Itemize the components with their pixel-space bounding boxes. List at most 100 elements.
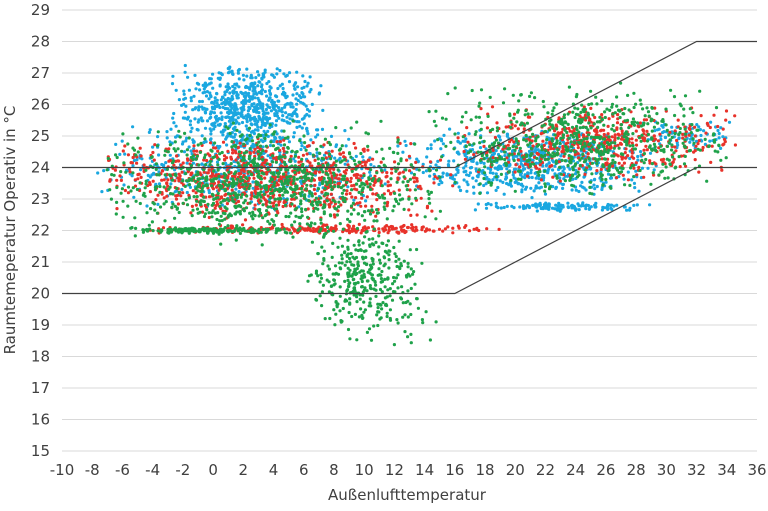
- data-point: [200, 105, 204, 109]
- data-point: [108, 188, 112, 192]
- data-point: [237, 77, 241, 81]
- data-point: [239, 205, 243, 209]
- data-point: [328, 143, 332, 147]
- data-point: [573, 172, 578, 176]
- data-point: [340, 261, 344, 265]
- data-point: [352, 183, 356, 187]
- data-point: [379, 280, 383, 284]
- data-point: [486, 166, 490, 170]
- data-point: [447, 159, 451, 163]
- data-point: [497, 164, 501, 168]
- data-point: [211, 72, 215, 76]
- data-point: [584, 203, 589, 207]
- data-point: [634, 129, 638, 133]
- data-point: [256, 208, 260, 212]
- data-point: [274, 187, 278, 192]
- data-point: [484, 147, 488, 151]
- data-point: [307, 114, 311, 118]
- data-point: [496, 206, 500, 210]
- data-point: [274, 203, 278, 207]
- data-point: [276, 99, 280, 103]
- data-point: [131, 171, 135, 175]
- data-point: [509, 125, 513, 129]
- data-point: [311, 229, 315, 233]
- data-point: [372, 324, 376, 328]
- data-point: [157, 182, 162, 186]
- data-point: [255, 135, 260, 139]
- data-point: [232, 191, 236, 195]
- data-point: [322, 235, 326, 239]
- data-point: [683, 154, 687, 158]
- data-point: [561, 140, 566, 144]
- data-point: [285, 189, 289, 193]
- data-point: [335, 173, 339, 177]
- data-point: [386, 277, 390, 281]
- data-point: [360, 316, 365, 320]
- data-point: [197, 118, 201, 122]
- data-point: [388, 146, 392, 150]
- data-point: [229, 156, 233, 160]
- data-point: [550, 112, 554, 116]
- data-point: [461, 139, 465, 143]
- series-0: [96, 63, 732, 213]
- data-point: [288, 157, 292, 161]
- data-point: [180, 187, 184, 192]
- data-point: [724, 118, 728, 122]
- data-point: [413, 142, 417, 146]
- data-point: [203, 90, 207, 94]
- data-point: [546, 171, 550, 175]
- data-point: [606, 207, 610, 211]
- data-point: [316, 133, 320, 137]
- data-point: [379, 119, 383, 123]
- data-point: [604, 161, 608, 166]
- data-point: [228, 86, 232, 90]
- data-point: [535, 156, 539, 160]
- data-point: [129, 189, 133, 193]
- data-point: [200, 210, 205, 214]
- data-point: [227, 112, 231, 116]
- data-point: [438, 175, 442, 179]
- data-point: [353, 267, 357, 271]
- data-point: [151, 150, 155, 155]
- data-point: [274, 104, 278, 108]
- data-point: [716, 124, 720, 129]
- data-point: [281, 193, 285, 197]
- data-point: [503, 154, 507, 158]
- data-point: [237, 150, 241, 154]
- data-point: [343, 129, 347, 133]
- data-point: [275, 72, 279, 76]
- data-point: [556, 134, 560, 138]
- data-point: [185, 153, 189, 157]
- data-point: [151, 145, 155, 149]
- data-point: [245, 120, 249, 124]
- data-point: [158, 205, 163, 209]
- data-point: [210, 211, 214, 215]
- data-point: [275, 114, 279, 118]
- data-point: [278, 84, 282, 88]
- data-point: [249, 172, 253, 176]
- data-point: [184, 104, 188, 108]
- data-point: [489, 203, 493, 207]
- data-point: [183, 96, 188, 100]
- data-point: [354, 196, 358, 200]
- data-point: [189, 177, 193, 181]
- data-point: [323, 137, 327, 141]
- data-point: [147, 130, 151, 134]
- data-point: [272, 105, 276, 110]
- data-point: [632, 175, 636, 179]
- data-point: [463, 157, 467, 161]
- data-point: [386, 180, 390, 184]
- data-point: [321, 170, 325, 174]
- data-point: [311, 153, 315, 157]
- data-point: [391, 282, 395, 286]
- data-point: [353, 162, 357, 166]
- data-point: [294, 97, 298, 101]
- data-point: [281, 86, 285, 91]
- data-point: [310, 102, 314, 106]
- data-point: [250, 139, 254, 143]
- data-point: [523, 173, 527, 177]
- data-point: [271, 144, 275, 148]
- data-point: [176, 202, 180, 206]
- data-point: [376, 252, 380, 256]
- data-point: [428, 174, 432, 178]
